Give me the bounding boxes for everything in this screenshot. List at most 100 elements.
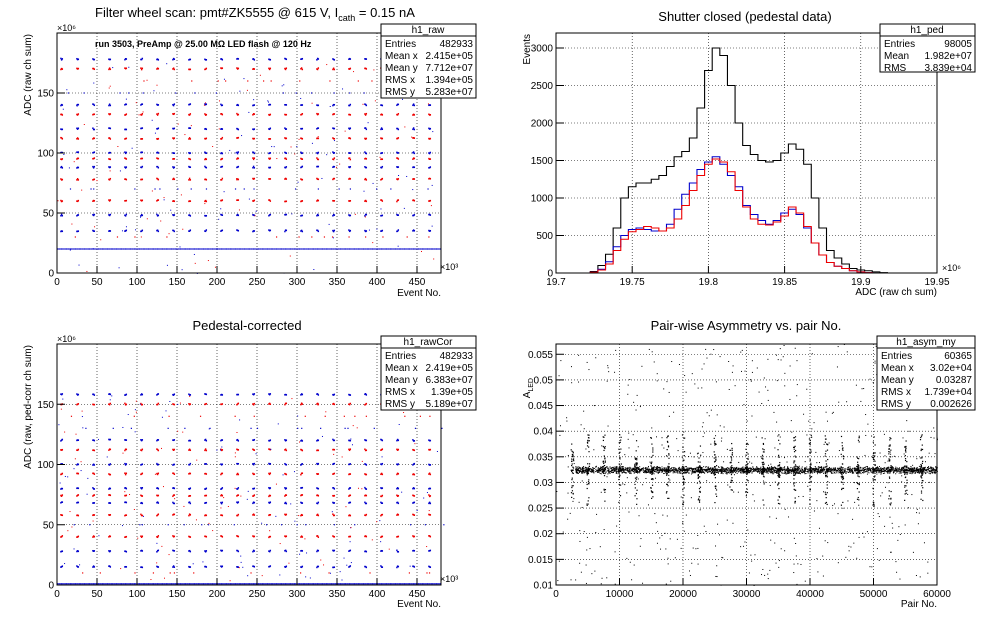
data-point	[76, 565, 78, 567]
data-point	[933, 469, 935, 471]
data-point	[109, 166, 112, 168]
data-point	[246, 248, 248, 250]
data-point	[109, 550, 112, 552]
data-point	[725, 468, 727, 470]
data-point	[269, 583, 271, 585]
data-point	[155, 583, 157, 585]
data-point	[156, 157, 158, 159]
data-point	[288, 583, 290, 585]
data-point	[333, 248, 335, 250]
data-point	[124, 104, 126, 106]
data-point	[75, 433, 77, 435]
data-point	[140, 215, 142, 217]
panel-raw-ylabel: ADC (raw ch sum)	[23, 34, 34, 116]
data-point	[92, 566, 94, 568]
data-point	[412, 189, 414, 191]
data-point	[268, 152, 270, 155]
data-point	[813, 470, 815, 472]
data-point	[401, 248, 403, 250]
data-point	[108, 514, 111, 516]
data-point	[396, 514, 398, 516]
data-point	[284, 566, 287, 568]
histogram-series	[589, 158, 873, 274]
y-tick-label: 50	[43, 209, 55, 220]
data-point	[804, 467, 806, 469]
data-point	[380, 549, 383, 552]
data-point	[60, 393, 62, 395]
data-point	[215, 583, 217, 585]
data-point	[77, 248, 79, 250]
data-point	[259, 583, 261, 585]
data-point	[124, 157, 127, 160]
data-point	[710, 472, 712, 474]
data-point	[582, 472, 584, 474]
data-point	[297, 181, 299, 183]
data-point	[597, 467, 599, 469]
data-point	[204, 472, 207, 475]
data-point	[76, 167, 78, 169]
data-point	[359, 583, 361, 585]
data-point	[774, 466, 776, 468]
data-point	[419, 248, 421, 250]
data-point	[204, 535, 206, 538]
data-point	[365, 128, 368, 131]
data-point	[269, 393, 272, 395]
data-point	[849, 469, 851, 471]
data-point	[156, 473, 159, 476]
data-point	[152, 572, 155, 574]
data-point	[141, 393, 144, 396]
data-point	[769, 467, 771, 469]
data-point	[392, 583, 394, 585]
data-point	[218, 583, 220, 585]
data-point	[124, 167, 127, 169]
data-point	[739, 470, 741, 472]
data-point	[109, 230, 112, 232]
data-point	[265, 248, 267, 250]
data-point	[205, 550, 208, 552]
data-point	[316, 502, 318, 505]
data-point	[348, 152, 351, 154]
x-tick-label: 450	[409, 589, 426, 600]
data-point	[348, 166, 351, 169]
data-point	[93, 439, 96, 442]
data-point	[61, 137, 64, 140]
data-point	[188, 535, 190, 538]
data-point	[188, 59, 190, 61]
data-point	[431, 184, 433, 186]
data-point	[300, 514, 302, 517]
data-point	[173, 535, 176, 538]
data-point	[188, 179, 190, 181]
data-point	[362, 103, 364, 105]
data-point	[61, 158, 64, 160]
data-point	[880, 472, 882, 474]
data-point	[380, 535, 383, 538]
data-point	[220, 535, 222, 537]
data-point	[765, 471, 767, 473]
data-point	[67, 92, 69, 94]
data-point	[108, 550, 111, 553]
data-point	[298, 248, 301, 250]
data-point	[348, 152, 350, 154]
data-point	[345, 583, 347, 585]
data-point	[725, 472, 727, 474]
data-point	[724, 470, 726, 472]
data-point	[640, 469, 642, 471]
data-point	[229, 149, 231, 151]
data-point	[397, 113, 400, 115]
data-point	[157, 472, 160, 475]
data-point	[710, 468, 712, 470]
data-point	[268, 214, 270, 217]
data-point	[396, 495, 399, 497]
data-point	[77, 127, 80, 130]
stats-row-label: RMS x	[385, 75, 415, 86]
data-point	[364, 177, 367, 180]
data-point	[803, 472, 805, 474]
data-point	[579, 467, 581, 469]
data-point	[935, 468, 937, 470]
data-point	[840, 473, 842, 475]
data-point	[421, 583, 423, 585]
data-point	[631, 469, 633, 471]
data-point	[112, 248, 114, 250]
data-point	[109, 58, 112, 61]
data-point	[397, 229, 400, 231]
